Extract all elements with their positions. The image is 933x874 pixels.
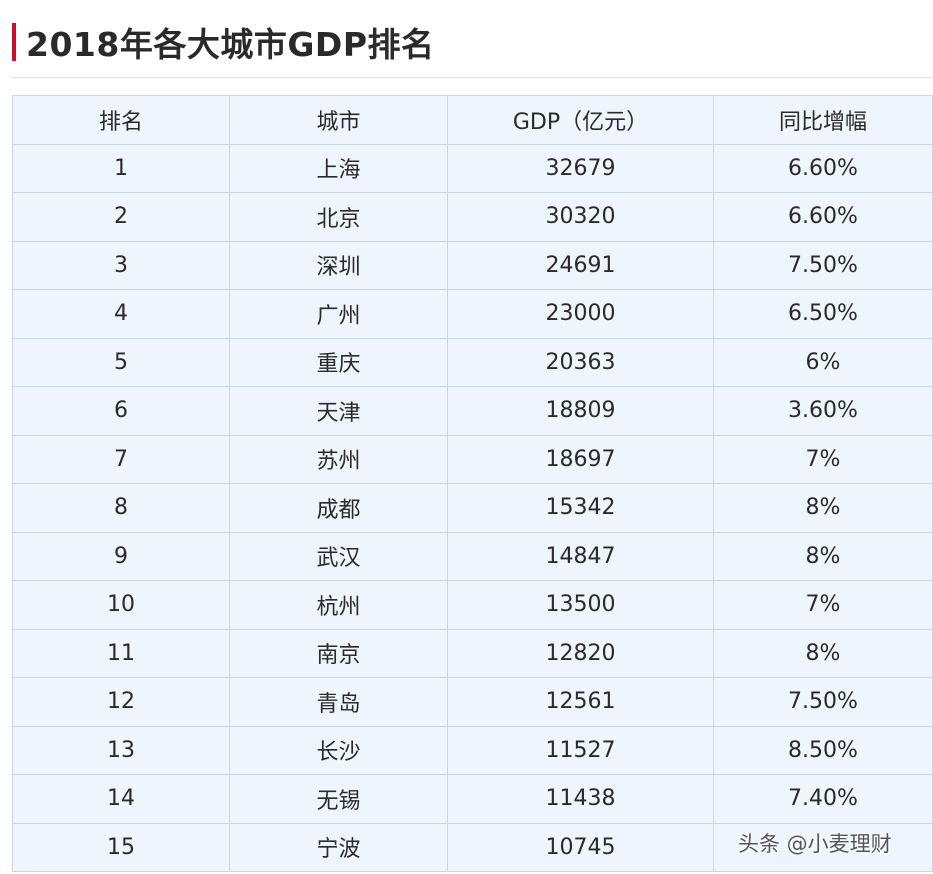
table-row: 11 南京 12820 8% xyxy=(12,628,933,678)
table-row: 7 苏州 18697 7% xyxy=(12,434,933,484)
table-row: 5 重庆 20363 6% xyxy=(12,337,933,387)
cell-gdp: 24691 xyxy=(447,240,714,290)
cell-gdp: 10745 xyxy=(447,822,714,872)
cell-city: 宁波 xyxy=(229,822,448,872)
table-row: 9 武汉 14847 8% xyxy=(12,531,933,581)
cell-city: 武汉 xyxy=(229,531,448,581)
cell-growth: 6.50% xyxy=(713,289,933,339)
cell-city: 青岛 xyxy=(229,677,448,727)
cell-rank: 15 xyxy=(12,822,230,872)
cell-growth: 8% xyxy=(713,483,933,533)
cell-city: 广州 xyxy=(229,289,448,339)
cell-gdp: 14847 xyxy=(447,531,714,581)
cell-gdp: 11438 xyxy=(447,774,714,824)
cell-gdp: 15342 xyxy=(447,483,714,533)
cell-growth: 6.60% xyxy=(713,143,933,193)
cell-city: 重庆 xyxy=(229,337,448,387)
cell-city: 长沙 xyxy=(229,725,448,775)
cell-growth: 3.60% xyxy=(713,386,933,436)
cell-growth xyxy=(713,822,933,872)
cell-growth: 8% xyxy=(713,531,933,581)
cell-growth: 7% xyxy=(713,434,933,484)
cell-gdp: 13500 xyxy=(447,580,714,630)
cell-growth: 7.50% xyxy=(713,677,933,727)
page-header: 2018年各大城市GDP排名 xyxy=(12,20,435,64)
cell-rank: 10 xyxy=(12,580,230,630)
header-rank: 排名 xyxy=(12,95,230,145)
cell-growth: 6% xyxy=(713,337,933,387)
cell-gdp: 18697 xyxy=(447,434,714,484)
table-row: 8 成都 15342 8% xyxy=(12,483,933,533)
page-title: 2018年各大城市GDP排名 xyxy=(26,25,435,64)
cell-gdp: 12820 xyxy=(447,628,714,678)
cell-rank: 5 xyxy=(12,337,230,387)
cell-growth: 7.50% xyxy=(713,240,933,290)
cell-gdp: 30320 xyxy=(447,192,714,242)
table-row: 1 上海 32679 6.60% xyxy=(12,143,933,193)
cell-gdp: 12561 xyxy=(447,677,714,727)
cell-city: 天津 xyxy=(229,386,448,436)
cell-growth: 7.40% xyxy=(713,774,933,824)
table-header-row: 排名 城市 GDP（亿元） 同比增幅 xyxy=(12,95,933,145)
cell-rank: 9 xyxy=(12,531,230,581)
cell-rank: 11 xyxy=(12,628,230,678)
cell-rank: 3 xyxy=(12,240,230,290)
cell-city: 北京 xyxy=(229,192,448,242)
cell-growth: 8% xyxy=(713,628,933,678)
table-row: 4 广州 23000 6.50% xyxy=(12,289,933,339)
table-row: 13 长沙 11527 8.50% xyxy=(12,725,933,775)
cell-rank: 2 xyxy=(12,192,230,242)
cell-growth: 8.50% xyxy=(713,725,933,775)
cell-gdp: 32679 xyxy=(447,143,714,193)
title-divider xyxy=(12,77,933,78)
header-growth: 同比增幅 xyxy=(713,95,933,145)
cell-rank: 12 xyxy=(12,677,230,727)
cell-city: 杭州 xyxy=(229,580,448,630)
header-city: 城市 xyxy=(229,95,448,145)
cell-rank: 14 xyxy=(12,774,230,824)
gdp-ranking-table: 排名 城市 GDP（亿元） 同比增幅 1 上海 32679 6.60% 2 北京… xyxy=(12,95,933,872)
watermark: 头条 @小麦理财 xyxy=(738,832,892,856)
cell-rank: 6 xyxy=(12,386,230,436)
cell-rank: 1 xyxy=(12,143,230,193)
cell-gdp: 18809 xyxy=(447,386,714,436)
header-gdp: GDP（亿元） xyxy=(447,95,714,145)
cell-city: 无锡 xyxy=(229,774,448,824)
cell-rank: 8 xyxy=(12,483,230,533)
cell-gdp: 23000 xyxy=(447,289,714,339)
table-row: 6 天津 18809 3.60% xyxy=(12,386,933,436)
table-row: 15 宁波 10745 xyxy=(12,822,933,872)
table-row: 10 杭州 13500 7% xyxy=(12,580,933,630)
cell-growth: 7% xyxy=(713,580,933,630)
cell-gdp: 11527 xyxy=(447,725,714,775)
title-accent-bar xyxy=(12,23,16,61)
cell-city: 上海 xyxy=(229,143,448,193)
cell-growth: 6.60% xyxy=(713,192,933,242)
cell-city: 南京 xyxy=(229,628,448,678)
cell-gdp: 20363 xyxy=(447,337,714,387)
cell-rank: 4 xyxy=(12,289,230,339)
table-row: 14 无锡 11438 7.40% xyxy=(12,774,933,824)
cell-rank: 7 xyxy=(12,434,230,484)
table-row: 2 北京 30320 6.60% xyxy=(12,192,933,242)
cell-city: 苏州 xyxy=(229,434,448,484)
table-row: 3 深圳 24691 7.50% xyxy=(12,240,933,290)
cell-city: 成都 xyxy=(229,483,448,533)
cell-city: 深圳 xyxy=(229,240,448,290)
cell-rank: 13 xyxy=(12,725,230,775)
table-row: 12 青岛 12561 7.50% xyxy=(12,677,933,727)
